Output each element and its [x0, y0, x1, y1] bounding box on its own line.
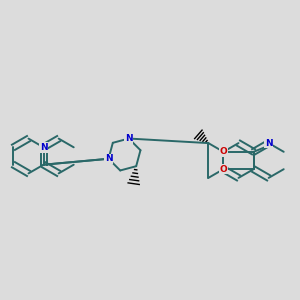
Text: O: O — [220, 165, 227, 174]
Text: O: O — [220, 147, 227, 156]
Text: N: N — [40, 143, 47, 152]
Text: N: N — [125, 134, 133, 143]
Text: N: N — [265, 139, 272, 148]
Text: N: N — [105, 154, 112, 163]
